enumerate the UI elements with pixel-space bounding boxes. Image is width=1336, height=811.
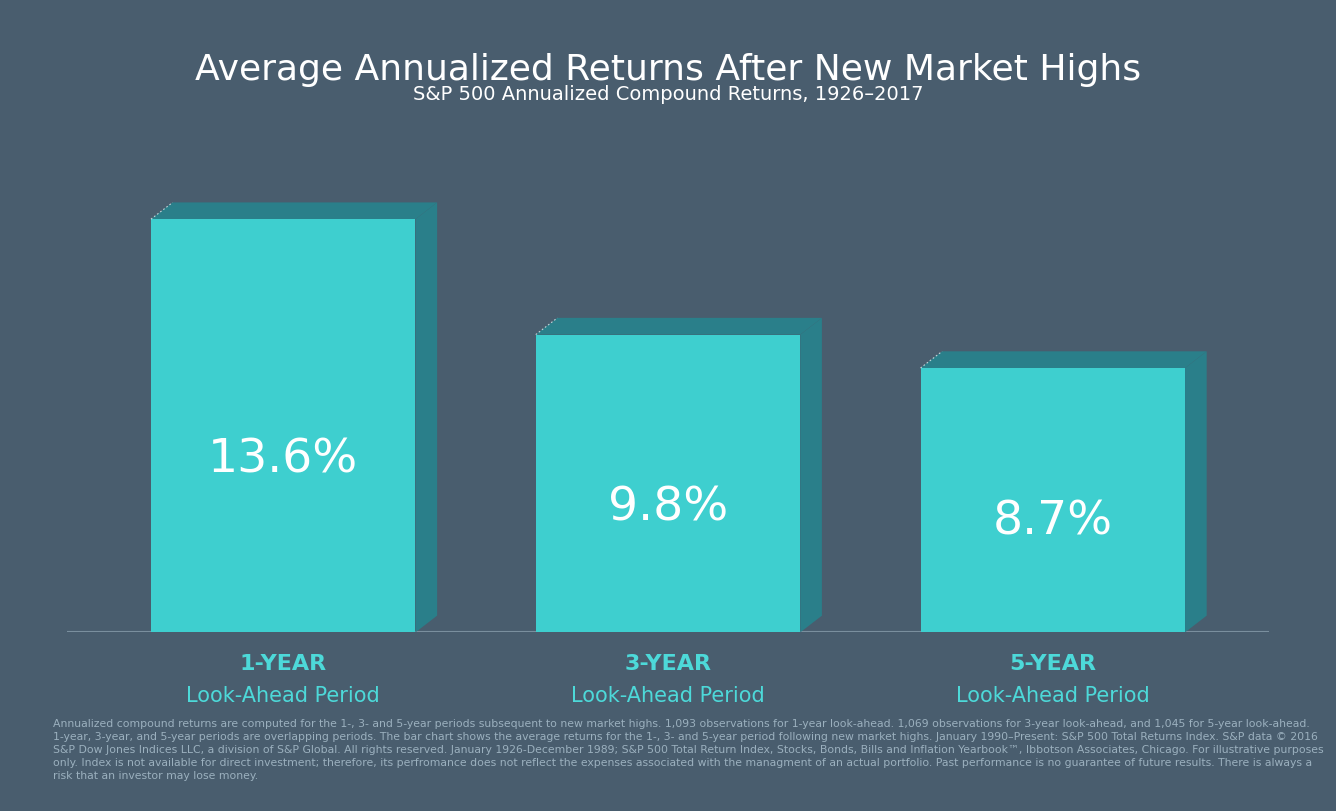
Bar [921, 368, 1185, 633]
Bar [536, 335, 800, 633]
Polygon shape [921, 352, 1206, 368]
Text: 9.8%: 9.8% [608, 485, 728, 530]
Text: 5-YEAR: 5-YEAR [1009, 653, 1097, 673]
Polygon shape [536, 319, 822, 335]
Text: Annualized compound returns are computed for the 1-, 3- and 5-year periods subse: Annualized compound returns are computed… [53, 718, 1324, 780]
Text: Look-Ahead Period: Look-Ahead Period [570, 685, 766, 706]
Polygon shape [151, 204, 437, 220]
Text: Look-Ahead Period: Look-Ahead Period [955, 685, 1150, 706]
Text: Look-Ahead Period: Look-Ahead Period [186, 685, 381, 706]
Bar [151, 220, 415, 633]
Text: 8.7%: 8.7% [993, 500, 1113, 544]
Text: Average Annualized Returns After New Market Highs: Average Annualized Returns After New Mar… [195, 53, 1141, 87]
Text: 3-YEAR: 3-YEAR [624, 653, 712, 673]
Text: S&P 500 Annualized Compound Returns, 1926–2017: S&P 500 Annualized Compound Returns, 192… [413, 85, 923, 104]
Text: 13.6%: 13.6% [208, 437, 358, 482]
Polygon shape [1185, 352, 1206, 633]
Text: 1-YEAR: 1-YEAR [239, 653, 327, 673]
Polygon shape [800, 319, 822, 633]
Polygon shape [415, 204, 437, 633]
